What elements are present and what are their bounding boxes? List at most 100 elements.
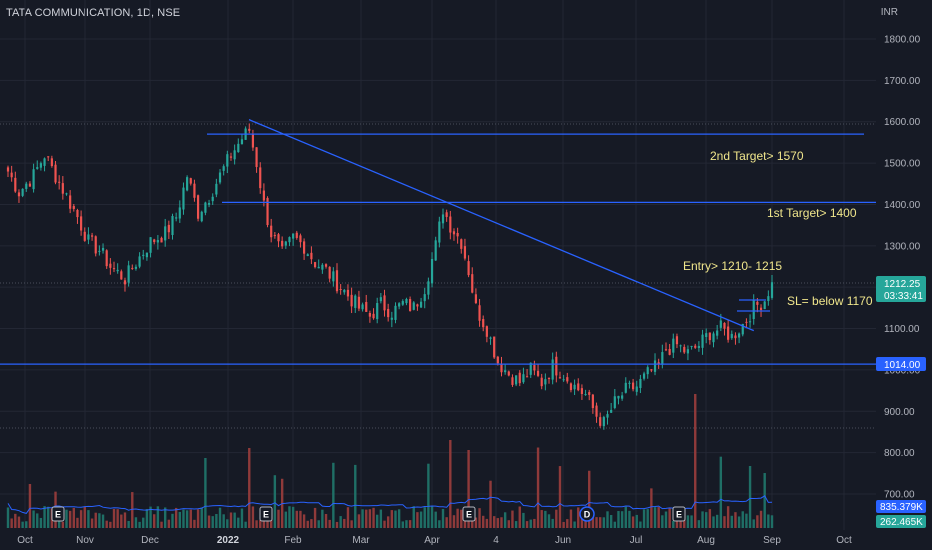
volume-bar xyxy=(226,519,229,528)
candle xyxy=(493,336,496,359)
x-tick-label: Mar xyxy=(352,535,370,546)
candle xyxy=(515,375,518,387)
candle xyxy=(222,164,225,176)
candle xyxy=(226,150,229,174)
volume-bar xyxy=(383,520,386,528)
candle xyxy=(617,395,620,405)
x-tick-label: Dec xyxy=(141,535,159,546)
y-tick-label: 1400.00 xyxy=(884,200,921,211)
candle xyxy=(138,252,141,269)
x-tick-label: Sep xyxy=(763,535,781,546)
volume-bar xyxy=(723,516,726,528)
volume-bar xyxy=(609,515,613,528)
svg-text:E: E xyxy=(263,510,269,520)
candle xyxy=(387,303,390,322)
volume-bar xyxy=(193,519,196,528)
y-tick-label: 700.00 xyxy=(884,490,915,501)
candle xyxy=(419,297,423,309)
target2-note: 2nd Target> 1570 xyxy=(710,149,804,163)
volume-bar xyxy=(255,520,258,528)
volume-bar xyxy=(204,458,207,528)
volume-bar xyxy=(551,518,554,528)
y-tick-label: 1300.00 xyxy=(884,241,921,252)
volume-bar xyxy=(357,514,361,528)
volume-bar xyxy=(386,516,390,528)
level-price-tag[interactable]: 1014.00 xyxy=(876,357,926,371)
event-marker[interactable]: D xyxy=(579,506,595,522)
candle xyxy=(211,193,214,205)
candle xyxy=(529,362,532,378)
candle xyxy=(763,300,766,310)
candle xyxy=(664,342,668,352)
candle xyxy=(50,155,53,168)
candle xyxy=(171,213,174,240)
volume-bar xyxy=(43,506,46,528)
volume-bar xyxy=(153,514,156,528)
y-tick-label: 800.00 xyxy=(884,448,915,459)
candle xyxy=(295,230,298,240)
candle xyxy=(343,288,346,295)
candle xyxy=(127,260,130,287)
event-marker[interactable]: E xyxy=(672,506,686,522)
volume-bar xyxy=(112,508,116,528)
candle xyxy=(251,129,255,151)
candle xyxy=(25,181,28,192)
symbol-title[interactable]: TATA COMMUNICATION, 1D, NSE xyxy=(6,7,181,19)
candle xyxy=(277,232,280,248)
volume-bar xyxy=(427,463,430,528)
volume-bar xyxy=(445,517,448,528)
volume-bar xyxy=(624,506,627,528)
volume-bar xyxy=(28,483,32,528)
candle xyxy=(94,235,97,257)
volume-bar xyxy=(372,507,375,528)
candle xyxy=(599,412,602,428)
candle xyxy=(511,374,514,387)
volume-bar xyxy=(248,448,251,528)
volume-bar xyxy=(529,519,532,528)
volume-bar xyxy=(394,510,397,528)
volume-bar xyxy=(485,518,489,528)
candle xyxy=(445,209,448,222)
candle xyxy=(577,378,580,392)
event-marker[interactable]: E xyxy=(462,506,476,522)
last-price-tag[interactable]: 1212.25 03:33:41 xyxy=(876,276,926,302)
x-tick-label: Oct xyxy=(17,535,33,546)
volume-bar xyxy=(306,520,309,528)
volume-bar xyxy=(767,514,770,528)
volume-bar xyxy=(120,514,123,528)
candle xyxy=(357,290,361,312)
volume-bar xyxy=(492,516,496,528)
svg-text:E: E xyxy=(55,510,61,520)
horizontal-levels xyxy=(0,133,876,365)
candle xyxy=(394,302,397,324)
y-tick-label: 1700.00 xyxy=(884,76,921,87)
candle xyxy=(240,133,244,145)
volume-bar xyxy=(770,515,774,528)
x-tick-label: Feb xyxy=(284,535,302,546)
volume-bar xyxy=(160,521,163,528)
candle xyxy=(10,165,13,182)
candle xyxy=(28,181,32,187)
volume-bar xyxy=(752,519,755,528)
volume-bar xyxy=(376,514,379,528)
volume-bar xyxy=(131,492,134,528)
candle xyxy=(186,175,189,192)
candle xyxy=(215,178,218,198)
candle xyxy=(547,377,551,384)
volume-bar xyxy=(555,509,558,528)
event-marker[interactable]: E xyxy=(259,506,273,522)
y-tick-label: 1100.00 xyxy=(884,324,920,335)
volume-bar xyxy=(456,508,459,528)
volume-bar xyxy=(350,520,353,528)
candle xyxy=(244,126,247,140)
volume-bar xyxy=(233,512,236,528)
volume-bar xyxy=(328,519,331,528)
volume-bar xyxy=(335,521,339,528)
x-tick-label: 4 xyxy=(493,535,499,546)
volume-bar xyxy=(218,507,222,528)
candle xyxy=(284,240,287,249)
volume-bar xyxy=(171,513,174,528)
event-marker[interactable]: E xyxy=(51,506,65,522)
y-tick-label: 1500.00 xyxy=(884,159,921,170)
